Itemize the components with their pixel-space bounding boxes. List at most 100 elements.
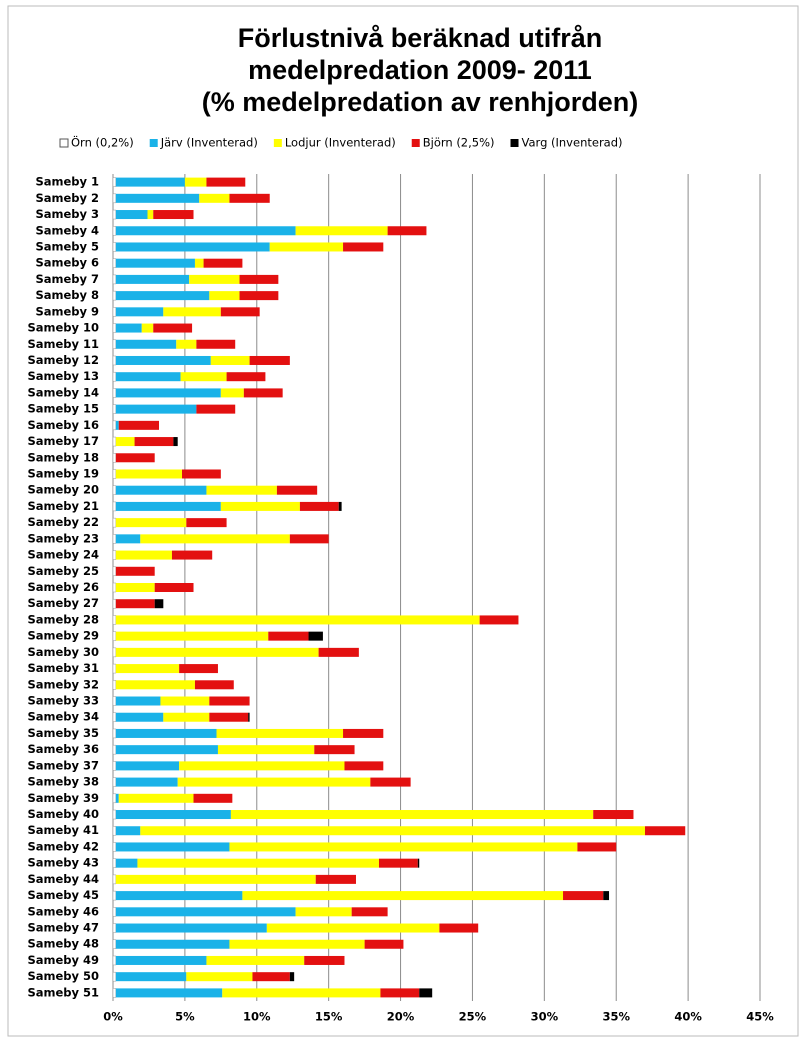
bar-segment xyxy=(163,712,210,722)
bar-segment xyxy=(115,355,211,365)
bar-segment xyxy=(112,469,117,479)
bar-segment xyxy=(387,226,427,236)
bar-segment xyxy=(182,469,221,479)
bar-segment xyxy=(239,274,279,284)
bar-segment xyxy=(222,988,381,998)
y-tick-label: Sameby 24 xyxy=(27,548,99,562)
bar-segment xyxy=(112,388,117,398)
bar-segment xyxy=(115,664,180,674)
bar-segment xyxy=(115,972,187,982)
bar-segment xyxy=(112,517,117,528)
bar-segment xyxy=(343,728,384,738)
bar-segment xyxy=(154,583,194,592)
bar-segment xyxy=(266,923,440,933)
bar-segment xyxy=(115,291,210,301)
bar-segment xyxy=(112,258,117,268)
x-tick-label: 15% xyxy=(315,1010,343,1024)
y-tick-label: Sameby 11 xyxy=(27,337,99,351)
y-tick-label: Sameby 14 xyxy=(27,385,99,399)
bar-segment xyxy=(115,177,185,187)
bar-segment xyxy=(378,858,418,868)
bar-segment xyxy=(112,955,117,966)
bar-segment xyxy=(112,566,117,577)
bar-segment xyxy=(209,696,250,706)
bar-segment xyxy=(206,177,246,187)
bar-segment xyxy=(318,647,359,657)
bar-segment xyxy=(196,404,236,414)
bar-segment xyxy=(112,907,117,917)
bar-segment xyxy=(115,534,141,544)
bar-segment xyxy=(115,258,195,268)
y-tick-label: Sameby 6 xyxy=(35,256,99,270)
bar-segment xyxy=(184,177,207,187)
bar-segment xyxy=(439,923,479,933)
x-tick-label: 30% xyxy=(531,1010,559,1024)
y-tick-label: Sameby 41 xyxy=(27,823,99,837)
y-tick-label: Sameby 22 xyxy=(27,515,99,529)
bar-segment xyxy=(304,955,345,965)
bar-segment xyxy=(112,436,117,447)
bar-segment xyxy=(186,972,253,982)
bar-segment xyxy=(338,501,342,511)
bar-segment xyxy=(160,696,210,706)
bar-segment xyxy=(115,388,221,398)
bar-segment xyxy=(163,307,221,317)
bar-segment xyxy=(243,388,283,398)
bar-segment xyxy=(115,550,172,560)
bar-segment xyxy=(112,209,117,220)
bar-segment xyxy=(199,193,230,203)
x-tick-label: 40% xyxy=(674,1010,702,1024)
bar-segment xyxy=(112,939,117,949)
legend-label: Varg (Inventerad) xyxy=(522,136,623,150)
bar-segment xyxy=(134,437,174,447)
y-tick-label: Sameby 12 xyxy=(27,353,99,367)
y-tick-label: Sameby 16 xyxy=(27,418,99,432)
bar-segment xyxy=(112,712,117,722)
bar-segment xyxy=(112,696,117,706)
y-tick-label: Sameby 10 xyxy=(27,321,99,335)
x-tick-label: 5% xyxy=(175,1010,195,1024)
bar-segment xyxy=(248,712,250,722)
bar-segment xyxy=(115,923,267,933)
bar-segment xyxy=(289,534,329,544)
bar-segment xyxy=(115,372,181,382)
bar-segment xyxy=(112,323,117,333)
bar-segment xyxy=(314,745,355,755)
bar-segment xyxy=(112,988,117,998)
x-tick-label: 20% xyxy=(387,1010,415,1024)
bar-segment xyxy=(112,550,117,560)
bar-segment xyxy=(112,501,117,512)
bar-segment xyxy=(141,323,154,333)
bar-segment xyxy=(176,339,197,349)
bar-segment xyxy=(115,745,218,755)
bar-segment xyxy=(118,420,160,430)
bar-segment xyxy=(112,453,117,463)
y-tick-label: Sameby 27 xyxy=(27,596,99,610)
y-tick-label: Sameby 20 xyxy=(27,483,99,497)
bar-segment xyxy=(189,274,240,284)
legend-swatch xyxy=(411,139,420,147)
bar-segment xyxy=(171,550,213,560)
bar-segment xyxy=(115,696,161,706)
bar-segment xyxy=(380,988,420,998)
bar-segment xyxy=(115,647,319,657)
bar-segment xyxy=(112,793,117,804)
bar-segment xyxy=(112,809,117,820)
bar-segment xyxy=(577,842,617,852)
bar-segment xyxy=(112,615,117,625)
y-tick-label: Sameby 25 xyxy=(27,564,99,578)
legend-swatch xyxy=(510,139,519,147)
bar-segment xyxy=(112,680,117,690)
legend-label: Järv (Inventerad) xyxy=(160,136,258,150)
legend-label: Örn (0,2%) xyxy=(71,134,134,150)
bar-segment xyxy=(115,826,141,836)
bar-segment xyxy=(315,874,356,884)
y-tick-label: Sameby 28 xyxy=(27,612,99,626)
y-tick-label: Sameby 40 xyxy=(27,807,99,821)
y-tick-label: Sameby 9 xyxy=(35,304,99,318)
bar-segment xyxy=(112,777,117,787)
bar-segment xyxy=(115,193,200,203)
bar-segment xyxy=(112,728,117,739)
chart-title: Förlustnivå beräknad utifrån xyxy=(238,23,603,53)
